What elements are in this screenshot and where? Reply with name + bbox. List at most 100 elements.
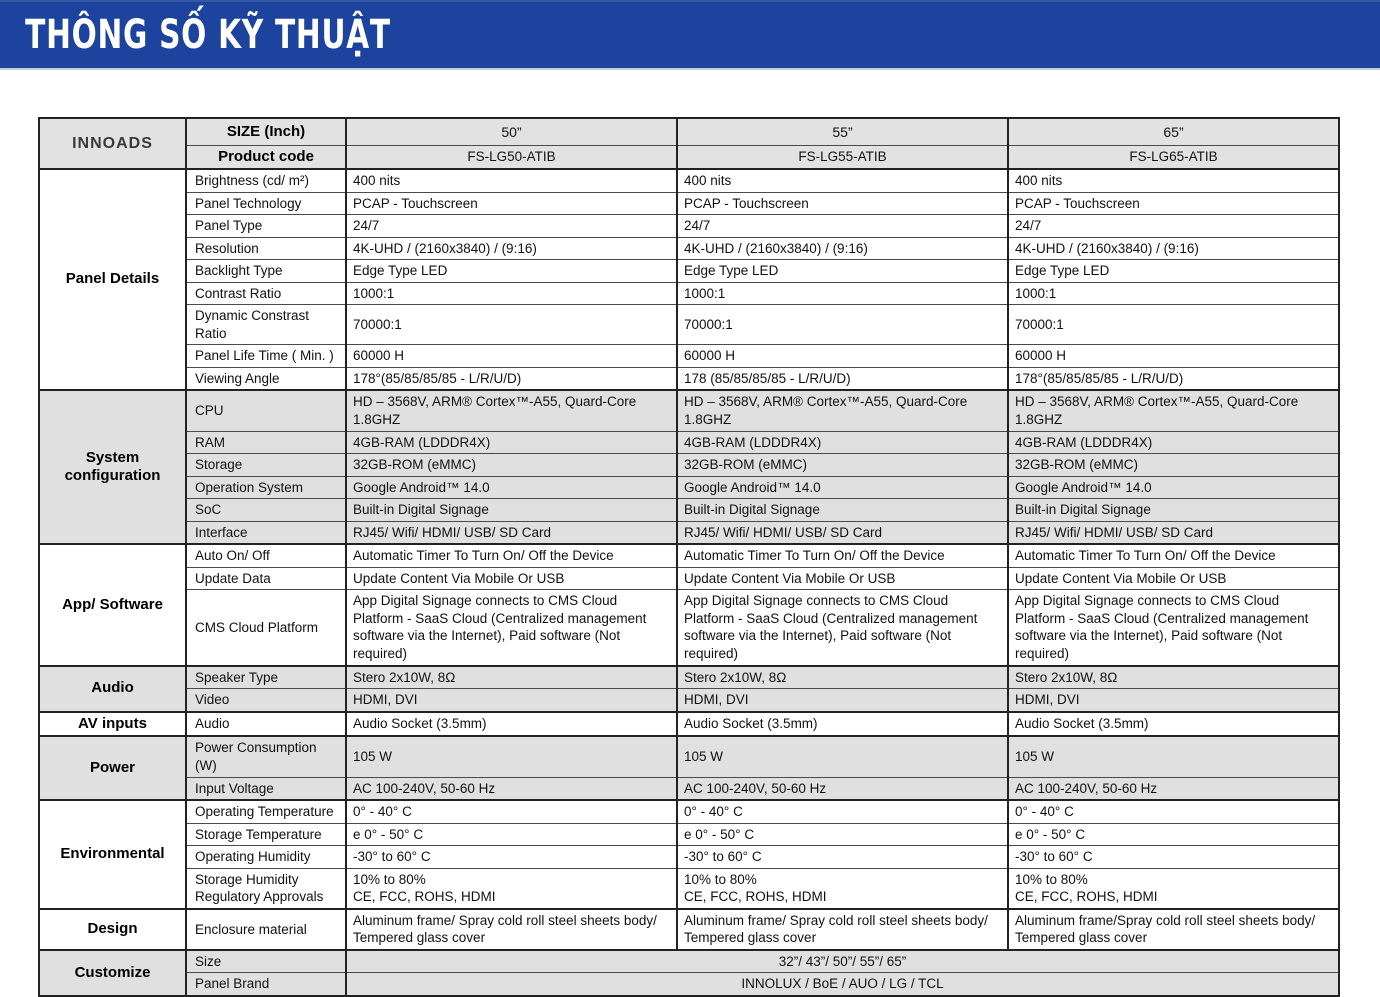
category-cell: System configuration xyxy=(38,389,187,545)
spec-label-cell: Storage Temperature xyxy=(185,822,347,847)
spec-value-cell: HDMI, DVI xyxy=(345,688,678,713)
spec-row: Backlight Type Edge Type LED Edge Type LED… xyxy=(39,259,1340,283)
spec-row: Audio Speaker Type Stero 2x10W, 8Ω Stero 2x… xyxy=(38,664,1340,713)
spec-label-cell: Input Voltage xyxy=(185,776,347,801)
spec-value-cell: 60000 H xyxy=(676,344,1009,368)
spec-value-cell: HD – 3568V, ARM® Cortex™-A55, Quard-Core… xyxy=(676,389,1009,432)
spec-value-cell: HDMI, DVI xyxy=(676,688,1009,713)
spec-table-container: INNOADS SIZE (Inch) 50” 55” 65” Product … xyxy=(38,117,1340,997)
spec-row: Dynamic Constrast Ratio 70000:1 70000:1 700… xyxy=(39,304,1340,346)
spec-label-cell: Speaker Type xyxy=(185,664,347,690)
spec-value-cell: 4GB-RAM (LDDDR4X) xyxy=(345,430,678,455)
spec-value-cell: App Digital Signage connects to CMS Clou… xyxy=(345,589,678,667)
merged-value-cell: 32”/ 43”/ 50”/ 55”/ 65” xyxy=(345,948,1340,974)
spec-value-cell: 1000:1 xyxy=(345,281,678,306)
spec-label-cell: Panel Brand xyxy=(185,972,347,997)
spec-value-cell: Stero 2x10W, 8Ω xyxy=(345,664,678,690)
spec-value-cell: Automatic Timer To Turn On/ Off the Devi… xyxy=(1007,543,1340,568)
spec-row: Operating Humidity -30° to 60° C -30° to 6… xyxy=(39,845,1340,869)
spec-label-cell: Resolution xyxy=(185,236,347,261)
spec-row: Viewing Angle 178°(85/85/85/85 - L/R/U/D)… xyxy=(39,366,1340,391)
spec-row: App/ Software Auto On/ Off Automatic Timer… xyxy=(38,543,1340,667)
spec-value-cell: 32GB-ROM (eMMC) xyxy=(676,453,1009,477)
spec-table: INNOADS SIZE (Inch) 50” 55” 65” Product … xyxy=(38,117,1340,997)
spec-row: Power Power Consumption (W) 105 W 105 W 105 … xyxy=(38,735,1340,801)
size-header-row: INNOADS SIZE (Inch) 50” 55” 65” xyxy=(38,117,1340,170)
spec-value-cell: RJ45/ Wifi/ HDMI/ USB/ SD Card xyxy=(1007,520,1340,545)
spec-value-cell: -30° to 60° C xyxy=(676,845,1009,869)
spec-row: RAM 4GB-RAM (LDDDR4X) 4GB-RAM (LDDDR4X) 4GB… xyxy=(39,430,1340,455)
brand-cell: INNOADS xyxy=(38,117,187,170)
spec-value-cell: 32GB-ROM (eMMC) xyxy=(1007,453,1340,477)
spec-label-cell: Video xyxy=(185,688,347,713)
spec-row: Storage Humidity Regulatory Approvals 10%… xyxy=(39,867,1340,910)
spec-value-cell: Audio Socket (3.5mm) xyxy=(1007,710,1340,737)
spec-row: Update Data Update Content Via Mobile Or … xyxy=(39,566,1340,591)
spec-value-cell: 70000:1 xyxy=(345,304,678,346)
spec-value-cell: 178°(85/85/85/85 - L/R/U/D) xyxy=(1007,366,1340,391)
spec-value-cell: 32GB-ROM (eMMC) xyxy=(345,453,678,477)
spec-value-cell: Google Android™ 14.0 xyxy=(676,475,1009,500)
spec-row: Storage 32GB-ROM (eMMC) 32GB-ROM (eMMC) 32G… xyxy=(39,453,1340,477)
spec-value-cell: 4K-UHD / (2160x3840) / (9:16) xyxy=(676,236,1009,261)
spec-value-cell: 178 (85/85/85/85 - L/R/U/D) xyxy=(676,366,1009,391)
spec-row: CMS Cloud Platform App Digital Signage co… xyxy=(39,589,1340,667)
spec-value-cell: Built-in Digital Signage xyxy=(345,498,678,522)
spec-value-cell: 70000:1 xyxy=(676,304,1009,346)
size-value-50: 50” xyxy=(345,117,678,146)
spec-value-cell: 1000:1 xyxy=(676,281,1009,306)
spec-label-cell: Storage xyxy=(185,453,347,477)
category-cell: Customize xyxy=(38,948,187,997)
spec-value-cell: Audio Socket (3.5mm) xyxy=(345,710,678,737)
spec-value-cell: Update Content Via Mobile Or USB xyxy=(676,566,1009,591)
page-banner: THÔNG SỐ KỸ THUẬT xyxy=(0,0,1380,70)
category-cell: App/ Software xyxy=(38,543,187,667)
spec-value-cell: 4GB-RAM (LDDDR4X) xyxy=(1007,430,1340,455)
product-code-65: FS-LG65-ATIB xyxy=(1007,144,1340,170)
spec-value-cell: Stero 2x10W, 8Ω xyxy=(676,664,1009,690)
category-cell: Power xyxy=(38,735,187,801)
spec-row: Panel Brand INNOLUX / BoE / AUO / LG / TC… xyxy=(39,972,1340,997)
spec-value-cell: 24/7 xyxy=(676,214,1009,238)
spec-value-cell: App Digital Signage connects to CMS Clou… xyxy=(1007,589,1340,667)
spec-value-cell: RJ45/ Wifi/ HDMI/ USB/ SD Card xyxy=(345,520,678,545)
spec-value-cell: 1000:1 xyxy=(1007,281,1340,306)
spec-value-cell: HDMI, DVI xyxy=(1007,688,1340,713)
spec-value-cell: AC 100-240V, 50-60 Hz xyxy=(345,776,678,801)
spec-label-cell: Operating Humidity xyxy=(185,845,347,869)
spec-value-cell: AC 100-240V, 50-60 Hz xyxy=(1007,776,1340,801)
spec-value-cell: 4GB-RAM (LDDDR4X) xyxy=(676,430,1009,455)
spec-value-cell: 4K-UHD / (2160x3840) / (9:16) xyxy=(345,236,678,261)
spec-value-cell: Aluminum frame/ Spray cold roll steel sh… xyxy=(676,907,1009,951)
spec-label-cell: Panel Technology xyxy=(185,191,347,216)
spec-value-cell: Google Android™ 14.0 xyxy=(1007,475,1340,500)
spec-value-cell: 70000:1 xyxy=(1007,304,1340,346)
spec-value-cell: 60000 H xyxy=(1007,344,1340,368)
spec-row: Panel Type 24/7 24/7 24/7 xyxy=(39,214,1340,238)
spec-value-cell: 10% to 80% CE, FCC, ROHS, HDMI xyxy=(345,867,678,910)
category-cell: Audio xyxy=(38,664,187,713)
spec-label-cell: Update Data xyxy=(185,566,347,591)
category-cell: Environmental xyxy=(38,799,187,910)
spec-value-cell: 24/7 xyxy=(1007,214,1340,238)
spec-value-cell: 24/7 xyxy=(345,214,678,238)
spec-table-body: Panel Details Brightness (cd/ m²) 400 nits… xyxy=(38,167,1340,997)
spec-value-cell: PCAP - Touchscreen xyxy=(345,191,678,216)
spec-label-cell: RAM xyxy=(185,430,347,455)
spec-value-cell: Automatic Timer To Turn On/ Off the Devi… xyxy=(676,543,1009,568)
spec-label-cell: Panel Type xyxy=(185,214,347,238)
spec-label-cell: Viewing Angle xyxy=(185,366,347,391)
spec-row: AV inputs Audio Audio Socket (3.5mm) Audio … xyxy=(38,710,1340,737)
category-cell: Panel Details xyxy=(38,167,187,391)
size-value-65: 65” xyxy=(1007,117,1340,146)
spec-label-cell: Power Consumption (W) xyxy=(185,735,347,778)
spec-value-cell: App Digital Signage connects to CMS Clou… xyxy=(676,589,1009,667)
spec-value-cell: Update Content Via Mobile Or USB xyxy=(1007,566,1340,591)
spec-value-cell: e 0° - 50° C xyxy=(345,822,678,847)
spec-value-cell: 0° - 40° C xyxy=(676,799,1009,824)
spec-value-cell: PCAP - Touchscreen xyxy=(1007,191,1340,216)
spec-value-cell: HD – 3568V, ARM® Cortex™-A55, Quard-Core… xyxy=(1007,389,1340,432)
spec-value-cell: RJ45/ Wifi/ HDMI/ USB/ SD Card xyxy=(676,520,1009,545)
